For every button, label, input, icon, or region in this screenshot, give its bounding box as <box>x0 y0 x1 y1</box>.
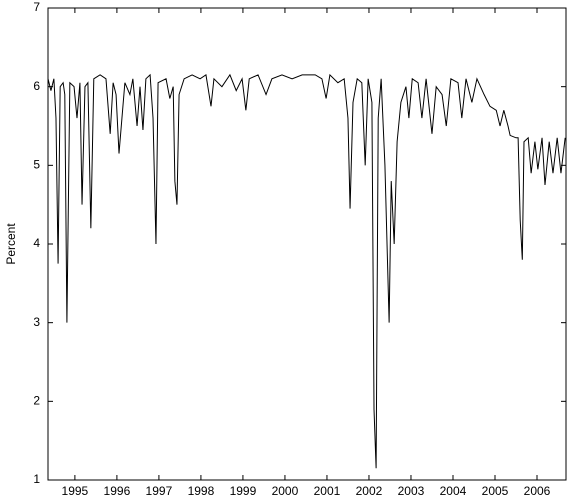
y-axis-label: Percent <box>4 223 18 265</box>
x-tick-label: 1995 <box>62 484 89 498</box>
x-tick-label: 1996 <box>104 484 131 498</box>
data-line <box>47 73 566 469</box>
y-tick-label: 7 <box>33 0 40 14</box>
x-tick-label: 2004 <box>440 484 467 498</box>
x-tick-label: 1998 <box>188 484 215 498</box>
plot-frame <box>47 7 567 481</box>
x-tick-label: 1999 <box>230 484 257 498</box>
x-tick-label: 2005 <box>482 484 509 498</box>
y-tick-label: 1 <box>33 472 40 486</box>
x-tick-label: 2001 <box>314 484 341 498</box>
y-tick-label: 2 <box>33 394 40 408</box>
y-tick-label: 5 <box>33 158 40 172</box>
x-tick-label: 2003 <box>398 484 425 498</box>
y-tick-label: 6 <box>33 79 40 93</box>
x-tick-label: 2006 <box>524 484 551 498</box>
y-tick-label: 3 <box>33 315 40 329</box>
x-tick-label: 1997 <box>146 484 173 498</box>
y-tick-label: 4 <box>33 236 40 250</box>
x-tick-label: 2000 <box>272 484 299 498</box>
x-tick-label: 2002 <box>356 484 383 498</box>
